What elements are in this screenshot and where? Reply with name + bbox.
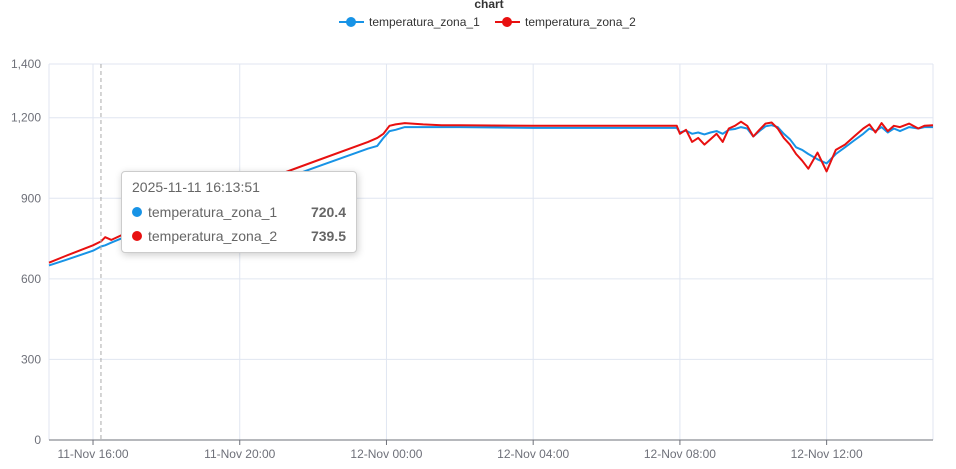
tooltip-time: 2025-11-11 16:13:51 xyxy=(132,179,260,195)
y-tick-label: 300 xyxy=(21,352,41,366)
series-line-2[interactable] xyxy=(48,120,934,264)
x-tick-label: 12-Nov 04:00 xyxy=(497,447,569,461)
tooltip-name-zona-2: temperatura_zona_2 xyxy=(148,228,278,244)
tooltip-dot-zona-2 xyxy=(132,231,142,241)
tooltip-value-zona-2: 739.5 xyxy=(310,228,346,244)
tooltip-value-zona-1: 720.4 xyxy=(310,204,346,220)
tooltip-name-zona-1: temperatura_zona_1 xyxy=(148,204,278,220)
y-tick-label: 600 xyxy=(21,272,41,286)
series-layer xyxy=(48,120,934,267)
tooltip-dot-zona-1 xyxy=(132,207,142,217)
chart-title: chart xyxy=(474,0,503,11)
legend: temperatura_zona_1 temperatura_zona_2 xyxy=(339,15,636,29)
y-tick-label: 900 xyxy=(21,191,41,205)
tooltip: 2025-11-11 16:13:51 temperatura_zona_1 7… xyxy=(121,171,357,253)
legend-marker-zona-2 xyxy=(502,17,512,27)
y-tick-label: 1,400 xyxy=(11,57,41,71)
grid xyxy=(48,63,934,441)
legend-label-zona-1: temperatura_zona_1 xyxy=(369,15,480,29)
y-axis: 0 300 600 900 1,200 1,400 xyxy=(11,57,41,447)
x-tick-label: 11-Nov 16:00 xyxy=(57,447,128,461)
legend-item-zona-2[interactable]: temperatura_zona_2 xyxy=(495,15,636,29)
legend-label-zona-2: temperatura_zona_2 xyxy=(525,15,636,29)
y-tick-label: 0 xyxy=(34,433,41,447)
tooltip-row-zona-1: temperatura_zona_1 720.4 xyxy=(132,200,346,224)
x-tick-label: 12-Nov 08:00 xyxy=(644,447,716,461)
x-tick-label: 11-Nov 20:00 xyxy=(204,447,275,461)
x-tick-label: 12-Nov 00:00 xyxy=(350,447,422,461)
legend-marker-zona-1 xyxy=(346,17,356,27)
x-tick-label: 12-Nov 12:00 xyxy=(791,447,863,461)
x-axis: 11-Nov 16:00 11-Nov 20:00 12-Nov 00:00 12-N… xyxy=(49,439,933,461)
y-tick-label: 1,200 xyxy=(11,111,41,125)
legend-item-zona-1[interactable]: temperatura_zona_1 xyxy=(339,15,480,29)
tooltip-row-zona-2: temperatura_zona_2 739.5 xyxy=(132,224,346,248)
